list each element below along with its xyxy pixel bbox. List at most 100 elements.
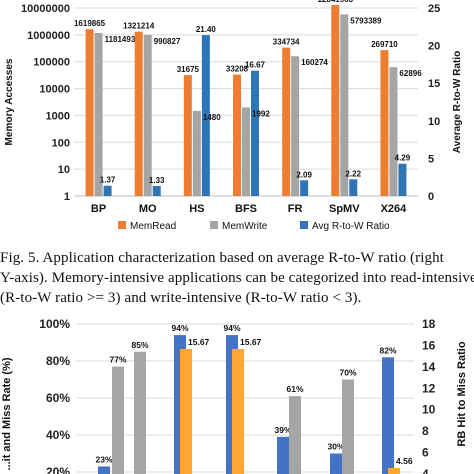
y2-tick-label: 5: [428, 153, 434, 165]
data-label: 1619865: [74, 19, 106, 28]
y2-tick-label: 10: [428, 116, 440, 128]
x-tick-label: MO: [139, 203, 157, 215]
bar-memread: [380, 50, 389, 197]
y-tick-label: 100%: [39, 317, 70, 331]
y2-tick-label: 4: [422, 467, 429, 474]
bar-memwrite: [291, 56, 300, 196]
bar-memwrite: [143, 34, 152, 196]
data-label: 4.29: [395, 154, 411, 163]
bar-memwrite: [94, 32, 103, 196]
y2-tick-label: 18: [422, 317, 436, 331]
data-label: 1321214: [123, 22, 155, 31]
bar: [388, 468, 400, 474]
data-label: 990827: [154, 37, 181, 46]
bar: [112, 366, 124, 474]
data-label: 1181493: [105, 35, 136, 44]
bar: [180, 348, 192, 474]
data-label: 21.40: [196, 25, 217, 34]
legend-label: Avg R-to-W Ratio: [312, 221, 390, 232]
data-label: 70%: [339, 368, 356, 378]
caption-line-2: Y-axis). Memory-intensive applications c…: [0, 270, 474, 286]
bar-memread: [183, 75, 192, 196]
bar-memread: [233, 74, 241, 196]
legend-label: MemRead: [130, 221, 176, 232]
hit-miss-rate-chart: 20% 40% 60% 80% 100% 4 6 8 10 12 14 16 18 ...it and M…: [1, 317, 468, 474]
data-label: 2.09: [296, 170, 312, 179]
data-label: 160274: [301, 58, 328, 67]
legend-swatch: [118, 221, 126, 229]
data-label: 2.22: [345, 169, 361, 178]
y2-tick-label: 14: [422, 360, 436, 374]
data-label: 33208: [226, 65, 249, 74]
caption-line-3: (R-to-W ratio >= 3) and write-intensive …: [0, 290, 362, 306]
data-label: 77%: [109, 355, 126, 365]
y-tick-label: 1000000: [27, 30, 70, 42]
bar-avg-r-to-w-ratio: [251, 70, 259, 196]
legend-swatch: [300, 221, 308, 229]
y-tick-label: 10000000: [21, 3, 70, 15]
data-label: 16.67: [245, 61, 266, 70]
data-label: 5793389: [350, 16, 382, 25]
y2-tick-label: 10: [422, 403, 436, 417]
y2-tick-label: 25: [428, 3, 440, 15]
x-tick-label: FR: [288, 203, 303, 215]
y-axis-title: Memory Accesses: [4, 58, 15, 145]
y2-tick-label: 16: [422, 338, 436, 352]
y2-tick-label: 6: [422, 446, 429, 460]
x-tick-label: SpMV: [329, 203, 360, 215]
data-label: 30%: [327, 442, 344, 452]
data-label: 1.33: [149, 176, 165, 185]
data-label: 23%: [95, 454, 112, 464]
data-label: 1992: [252, 109, 270, 118]
x-tick-label: X264: [381, 203, 408, 215]
data-label: 15.67: [240, 337, 262, 347]
y2-tick-label: 8: [422, 424, 429, 438]
y-tick-label: 100: [52, 137, 70, 149]
bar-avg-r-to-w-ratio: [300, 180, 309, 196]
data-label: 269710: [371, 40, 398, 49]
data-label: 15.67: [188, 337, 210, 347]
memory-access-chart: 1 10 100 1000 10000 100000 1000000 10000000 0 5 10…: [4, 0, 463, 232]
data-label: 1480: [203, 113, 221, 122]
y-axis-title: ...it and Miss Rate (%): [1, 357, 13, 470]
y-tick-label: 40%: [46, 428, 70, 442]
data-label: 12841963: [317, 0, 353, 4]
y-tick-label: 10000: [39, 84, 70, 96]
bar-memread: [282, 47, 291, 197]
y-tick-label: 20%: [46, 465, 70, 474]
data-label: 4.56: [396, 456, 413, 466]
bar-avg-r-to-w-ratio: [398, 163, 407, 196]
caption-line-1: Fig. 5. Application characterization bas…: [0, 250, 444, 266]
y-tick-label: 80%: [46, 354, 70, 368]
y2-tick-label: 20: [428, 41, 440, 53]
bar: [342, 379, 354, 474]
bar-memwrite: [340, 14, 349, 197]
bar-memwrite: [389, 67, 398, 196]
x-tick-label: BP: [91, 203, 106, 215]
data-label: 61%: [286, 384, 303, 394]
y2-tick-label: 0: [428, 191, 434, 203]
bar-memread: [134, 31, 143, 196]
data-label: 85%: [131, 340, 148, 350]
bar: [98, 466, 110, 474]
data-label: 31675: [177, 65, 200, 74]
bar: [382, 357, 394, 474]
data-label: 334734: [273, 38, 300, 47]
bar: [134, 351, 146, 474]
y2-axis-title: RB Hit to Miss Ratio: [456, 341, 468, 446]
bar-avg-r-to-w-ratio: [349, 179, 358, 196]
data-label: 82%: [379, 345, 396, 355]
y-tick-label: 10: [58, 164, 70, 176]
bar-avg-r-to-w-ratio: [201, 35, 210, 197]
y2-axis-title: Average R-to-W Ratio: [452, 51, 463, 153]
data-label: 39%: [274, 425, 291, 435]
bar: [232, 348, 244, 474]
bar-memread: [331, 5, 340, 196]
figure-caption: Fig. 5. Application characterization bas…: [0, 248, 474, 308]
y2-tick-label: 12: [422, 381, 436, 395]
bar-avg-r-to-w-ratio: [103, 185, 112, 196]
legend-swatch: [210, 221, 218, 229]
y-tick-label: 1000: [46, 110, 70, 122]
x-tick-label: HS: [189, 203, 204, 215]
y-tick-label: 100000: [33, 57, 70, 69]
